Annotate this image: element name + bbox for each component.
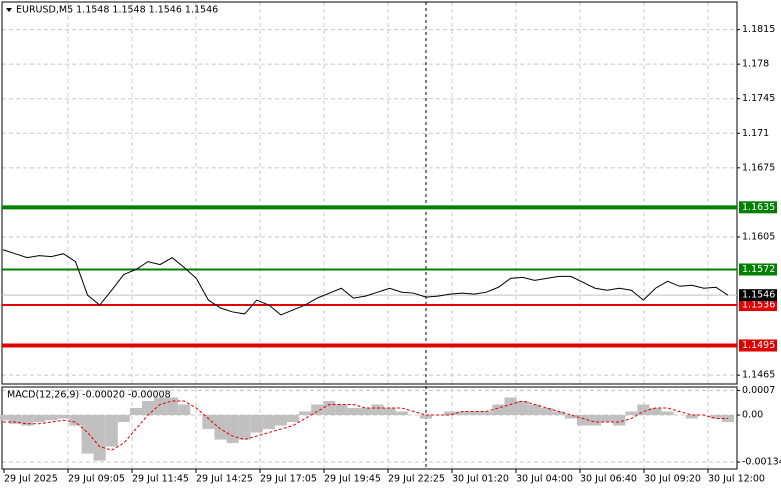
histogram-bar bbox=[154, 397, 167, 416]
histogram-bar bbox=[262, 415, 275, 430]
histogram-bar bbox=[576, 415, 590, 426]
y-tick-label: 0.00 bbox=[742, 410, 763, 421]
histogram-bar bbox=[359, 408, 372, 416]
x-tick-label: 29 Jul 17:05 bbox=[260, 474, 317, 485]
histogram-bar bbox=[456, 411, 469, 416]
histogram-bar bbox=[625, 411, 638, 416]
histogram-bar bbox=[395, 411, 408, 416]
level-label: 1.1635 bbox=[742, 202, 775, 213]
y-tick-label: 1.1605 bbox=[742, 231, 775, 242]
macd-title: MACD(12,26,9) -0.00020 -0.00008 bbox=[7, 390, 171, 401]
histogram-bar bbox=[129, 408, 142, 416]
signal-line bbox=[3, 400, 728, 451]
last-price-label: 1.1546 bbox=[742, 290, 775, 301]
histogram-bar bbox=[613, 415, 626, 426]
histogram-bar bbox=[564, 415, 577, 419]
level-label-box bbox=[739, 201, 777, 214]
x-tick-label: 29 Jul 2025 bbox=[4, 474, 58, 485]
level-label-box bbox=[739, 263, 777, 276]
chart-title: EURUSD,M5 1.1548 1.1548 1.1546 1.1546 bbox=[16, 5, 218, 16]
y-tick-label: 1.1465 bbox=[742, 370, 775, 381]
x-tick-label: 29 Jul 09:05 bbox=[68, 474, 125, 485]
histogram-bar bbox=[649, 408, 662, 416]
histogram-bar bbox=[33, 415, 46, 423]
x-tick-label: 30 Jul 04:00 bbox=[516, 474, 573, 485]
histogram-bar bbox=[516, 400, 529, 416]
histogram-bar bbox=[335, 404, 348, 416]
histogram-bar bbox=[178, 404, 191, 416]
histogram-bar bbox=[250, 415, 263, 433]
y-tick-label: 1.1745 bbox=[742, 93, 775, 104]
histogram-bar bbox=[286, 415, 300, 423]
histogram-bar bbox=[45, 415, 58, 421]
main-pane bbox=[1, 1, 738, 385]
y-tick-label: 1.171 bbox=[742, 128, 769, 139]
histogram-bar bbox=[419, 415, 432, 419]
histogram-bar bbox=[468, 411, 481, 416]
histogram-bar bbox=[226, 415, 239, 444]
menu-arrow bbox=[6, 8, 12, 12]
histogram-bar bbox=[685, 415, 698, 419]
histogram-bar bbox=[480, 411, 493, 416]
x-tick-label: 29 Jul 19:45 bbox=[324, 474, 381, 485]
marks bbox=[0, 205, 737, 461]
histogram-bar bbox=[202, 415, 215, 430]
histogram-bar bbox=[81, 415, 94, 454]
level-label: 1.1572 bbox=[742, 264, 775, 275]
histogram-bar bbox=[709, 415, 722, 419]
histogram-bar bbox=[637, 404, 650, 416]
histogram-bar bbox=[492, 404, 505, 416]
histogram-bar bbox=[589, 415, 602, 426]
histogram-bar bbox=[93, 415, 106, 461]
histogram-bar bbox=[105, 415, 118, 447]
histogram-bar bbox=[552, 411, 565, 416]
histogram-bar bbox=[9, 415, 22, 424]
y-tick-label: 1.178 bbox=[742, 59, 769, 70]
histogram-bar bbox=[371, 404, 384, 416]
histogram-bar bbox=[383, 408, 396, 416]
histogram-bar bbox=[504, 397, 517, 416]
level-label: 1.1536 bbox=[742, 300, 775, 311]
histogram-bar bbox=[347, 408, 360, 416]
level-label-box bbox=[739, 339, 777, 352]
histogram-bar bbox=[21, 415, 34, 426]
histogram-bar bbox=[540, 408, 553, 416]
x-tick-label: 30 Jul 09:20 bbox=[644, 474, 701, 485]
y-tick-label: 0.0007 bbox=[742, 385, 775, 396]
histogram-bar bbox=[299, 411, 312, 416]
histogram-bar bbox=[141, 400, 155, 416]
price-line bbox=[2, 249, 729, 316]
x-tick-label: 29 Jul 14:25 bbox=[196, 474, 253, 485]
histogram-bar bbox=[274, 415, 287, 426]
x-tick-label: 29 Jul 11:45 bbox=[132, 474, 189, 485]
histogram-bar bbox=[528, 404, 541, 416]
histogram-bar bbox=[214, 415, 227, 440]
last-price-box bbox=[739, 289, 777, 302]
histogram-bar bbox=[238, 415, 251, 440]
macd-pane bbox=[1, 386, 738, 470]
y-tick-label: 1.1675 bbox=[742, 162, 775, 173]
histogram-bar bbox=[323, 400, 336, 416]
x-tick-label: 30 Jul 01:20 bbox=[452, 474, 509, 485]
histogram-bar bbox=[444, 411, 457, 416]
histogram-bar bbox=[57, 415, 70, 419]
y-tick-label: -0.00134 bbox=[742, 457, 781, 468]
level-label: 1.1495 bbox=[742, 340, 775, 351]
level-label-box bbox=[739, 299, 777, 312]
histogram-bar bbox=[601, 415, 614, 423]
histogram-bar bbox=[69, 415, 82, 426]
histogram-bar bbox=[661, 411, 674, 416]
histogram-bar bbox=[117, 415, 130, 423]
histogram-bar bbox=[0, 415, 10, 421]
x-tick-label: 30 Jul 06:40 bbox=[580, 474, 637, 485]
y-tick-label: 1.1815 bbox=[742, 24, 775, 35]
x-tick-label: 29 Jul 22:25 bbox=[388, 474, 445, 485]
histogram-bar bbox=[311, 404, 324, 416]
x-tick-label: 30 Jul 12:00 bbox=[708, 474, 765, 485]
